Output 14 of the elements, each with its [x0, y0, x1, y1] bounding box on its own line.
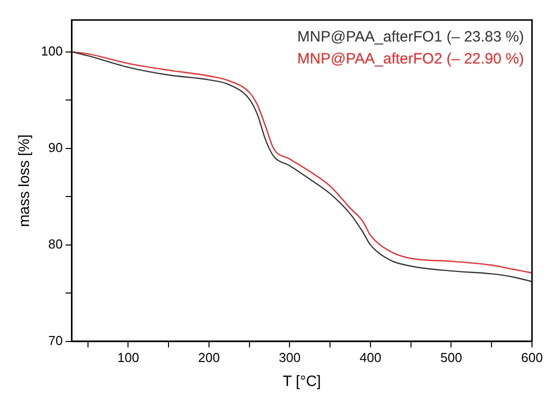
text: MNP@PAA_afterFO1 (– 23.83 %) — [297, 28, 524, 46]
x-tick-label: 500 — [440, 350, 462, 365]
x-tick-label: 600 — [521, 350, 543, 365]
x-tick-label: 100 — [117, 350, 140, 365]
y-tick-label: 100 — [40, 43, 63, 58]
y-tick-label: 70 — [48, 332, 63, 348]
y-tick-label: 90 — [48, 140, 63, 155]
x-tick-label: 200 — [198, 350, 220, 365]
y-tick-label: 80 — [48, 236, 63, 252]
text: MNP@PAA_afterFO2 (– 22.90 %) — [297, 50, 524, 68]
x-tick-label: 400 — [360, 350, 382, 365]
y-axis-title: mass loss [%] — [16, 134, 34, 227]
x-axis-title: T [°C] — [282, 373, 321, 390]
x-tick-label: 300 — [278, 350, 301, 365]
